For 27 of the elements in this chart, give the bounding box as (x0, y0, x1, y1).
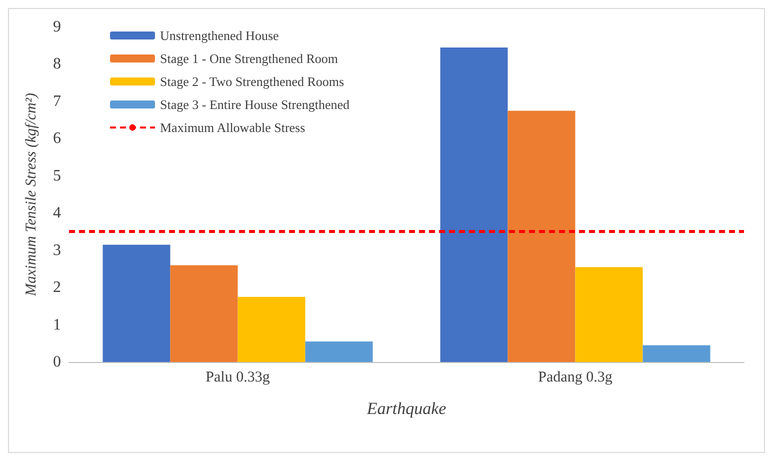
y-tick-label: 0 (53, 354, 61, 370)
x-tick-label: Padang 0.3g (538, 370, 613, 386)
bar (238, 296, 306, 362)
y-tick-label: 6 (53, 130, 61, 148)
x-tick-label: Palu 0.33g (206, 370, 270, 386)
bar (642, 345, 710, 362)
bar (575, 267, 643, 362)
legend-label: Maximum Allowable Stress (160, 120, 306, 135)
y-tick-label: 9 (53, 18, 61, 36)
bar (170, 265, 238, 362)
bar (508, 110, 576, 362)
y-tick-label: 2 (53, 279, 61, 296)
y-tick-label: 3 (53, 242, 61, 259)
y-tick-label: 8 (53, 56, 61, 73)
y-tick-label: 7 (53, 92, 61, 110)
bar (305, 342, 373, 362)
y-tick-label: 4 (53, 204, 61, 222)
legend-label: Unstrengthened House (160, 28, 280, 43)
y-axis-title: Maximum Tensile Stress (kgf/cm²) (24, 93, 40, 297)
legend-label: Stage 1 - One Strengthened Room (160, 51, 338, 66)
bar (440, 47, 508, 362)
y-tick-label: 1 (53, 316, 61, 334)
legend-label: Stage 2 - Two Strengthened Rooms (160, 74, 344, 89)
legend-label: Stage 3 - Entire House Strengthened (160, 97, 350, 112)
bar (102, 244, 170, 362)
y-tick-label: 5 (53, 167, 61, 184)
x-axis-title: Earthquake (366, 399, 447, 418)
